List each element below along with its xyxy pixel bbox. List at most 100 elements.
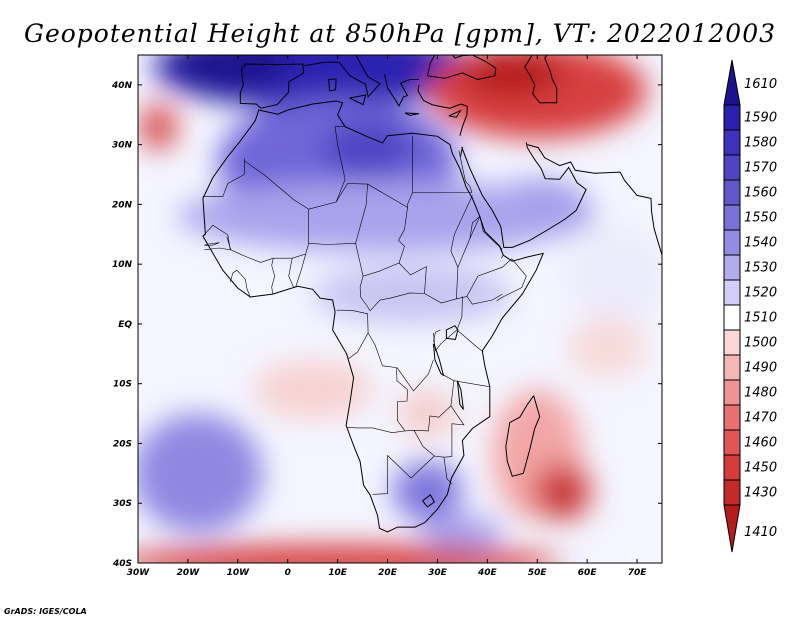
country-border	[202, 224, 231, 251]
country-border	[244, 160, 472, 210]
country-border	[453, 380, 490, 387]
country-border	[413, 405, 465, 458]
colorbar-label: 1480	[744, 386, 777, 401]
colorbar-swatch	[723, 254, 741, 281]
colorbar-label: 1570	[744, 161, 777, 176]
lon-tick-label: 10W	[227, 568, 251, 578]
field-southeast-atlantic-blue	[138, 413, 263, 534]
colorbar-swatch	[723, 304, 741, 331]
country-border	[230, 269, 251, 298]
country-border	[387, 455, 435, 479]
colorbar-swatch	[723, 154, 741, 181]
field-zambia-pink	[397, 389, 458, 438]
colorbar-swatch	[723, 129, 741, 156]
colorbar-label: 1590	[744, 111, 777, 126]
lon-tick-label: 20E	[378, 568, 398, 578]
country-border	[295, 253, 306, 287]
country-border	[469, 215, 503, 250]
country-border	[359, 276, 503, 312]
country-border	[443, 457, 453, 485]
country-border	[404, 373, 455, 432]
country-border	[433, 329, 484, 353]
lat-tick-label: 40S	[112, 559, 132, 569]
colorbar-swatch	[723, 104, 741, 131]
country-border	[466, 258, 527, 301]
black-sea-coastline	[426, 55, 497, 81]
country-border	[433, 329, 441, 342]
colorbar-swatch	[723, 379, 741, 406]
lat-tick-label: 20N	[112, 200, 133, 210]
colorbar-label: 1610	[744, 77, 777, 92]
field-south-africa-blue	[392, 461, 463, 522]
colorbar-swatch	[723, 354, 741, 381]
field-middle-east-core	[462, 55, 563, 97]
field-indian-ocean-pink	[567, 317, 648, 378]
mediterranean-north-coastline	[303, 55, 381, 98]
field-subtropic-band	[177, 180, 598, 253]
lat-tick-label: 30N	[112, 141, 133, 151]
colorbar-label: 1490	[744, 361, 777, 376]
lake-malawi-outline	[456, 380, 464, 410]
lesotho-outline	[422, 494, 436, 508]
chart-title: Geopotential Height at 850hPa [gpm], VT:…	[24, 19, 776, 48]
colorbar-bottom-arrow	[723, 504, 741, 553]
colorbar-label: 1410	[744, 525, 777, 540]
lon-tick-label: 0	[285, 568, 291, 578]
field-central-pink	[252, 359, 373, 420]
iberia-coastline	[239, 63, 305, 109]
country-border	[226, 207, 408, 277]
colorbar-swatch	[723, 429, 741, 456]
lat-tick-label: 30S	[113, 499, 132, 509]
country-border	[396, 359, 434, 392]
plot-area	[138, 55, 662, 563]
colorbar-swatch	[723, 329, 741, 356]
field-south-band-low	[138, 545, 563, 563]
colorbar-swatch	[723, 454, 741, 481]
sardinia-coastline	[328, 78, 337, 92]
shaded-field	[138, 55, 662, 563]
colorbar-swatch	[723, 204, 741, 231]
colorbar-label: 1460	[744, 436, 777, 451]
lon-tick-label: 20W	[177, 568, 201, 578]
colorbar-label: 1550	[744, 211, 777, 226]
latitude-axis: 40N 30N 20N 10N EQ 10S 20S 30S 40S	[111, 81, 662, 569]
colorbar-label: 1470	[744, 411, 777, 426]
colorbar-label: 1430	[744, 486, 777, 501]
country-border	[271, 258, 276, 295]
longitude-axis: 30W 20W 10W 0 10E 20E 30E 40E 50E 60E 70E	[127, 55, 647, 578]
crete-coastline	[404, 112, 420, 116]
colorbar-swatch	[723, 279, 741, 306]
lat-tick-label: 40N	[111, 81, 133, 91]
persian-gulf-coastline	[527, 144, 662, 256]
country-border	[204, 242, 220, 246]
lon-tick-label: 50E	[528, 568, 548, 578]
colorbar-swatch	[723, 179, 741, 206]
lat-tick-label: 20S	[113, 439, 132, 449]
lon-tick-label: 30W	[127, 568, 151, 578]
caspian-coastline	[524, 55, 558, 104]
lon-tick-label: 60E	[578, 568, 598, 578]
country-border	[458, 150, 473, 193]
country-border	[372, 455, 388, 495]
colorbar-label: 1530	[744, 261, 777, 276]
field-southern-low-core	[547, 479, 578, 510]
map-frame	[137, 54, 663, 564]
field-agulhas-blue	[422, 515, 503, 552]
country-border	[346, 332, 408, 434]
colorbar-label: 1500	[744, 336, 777, 351]
colorbar: 1610 1590 1580 1570 1560 1550 1540 1530 1520 1510…	[723, 59, 777, 553]
colorbar-label: 1560	[744, 186, 777, 201]
lat-tick-label: 10N	[112, 260, 133, 270]
country-border	[456, 296, 463, 331]
field-sahara-core	[322, 120, 413, 181]
colorbar-label: 1510	[744, 311, 777, 326]
lon-tick-label: 40E	[477, 568, 498, 578]
country-border	[202, 158, 245, 197]
colorbar-swatch	[723, 229, 741, 256]
country-border	[355, 184, 368, 244]
country-border	[450, 195, 473, 268]
coastlines	[202, 55, 662, 533]
field-equator-band	[312, 264, 513, 324]
country-border	[398, 262, 427, 294]
